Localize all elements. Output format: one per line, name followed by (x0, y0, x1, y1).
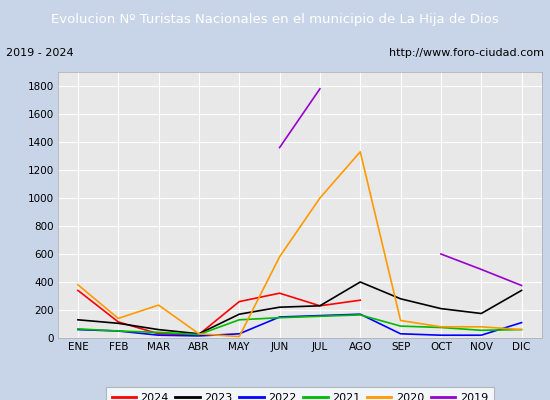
Text: Evolucion Nº Turistas Nacionales en el municipio de La Hija de Dios: Evolucion Nº Turistas Nacionales en el m… (51, 12, 499, 26)
Legend: 2024, 2023, 2022, 2021, 2020, 2019: 2024, 2023, 2022, 2021, 2020, 2019 (106, 387, 493, 400)
Text: http://www.foro-ciudad.com: http://www.foro-ciudad.com (389, 48, 544, 58)
Text: 2019 - 2024: 2019 - 2024 (6, 48, 73, 58)
